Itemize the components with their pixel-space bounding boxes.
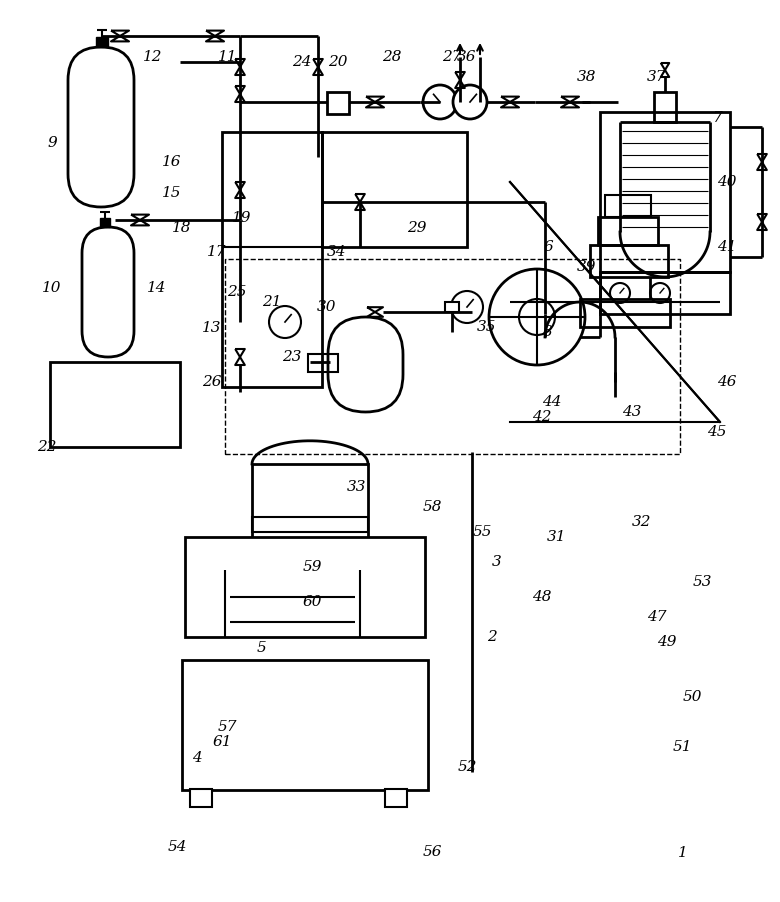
Text: 36: 36 (457, 50, 477, 64)
Bar (598, 217, 658, 245)
FancyBboxPatch shape (328, 317, 403, 412)
Text: 4: 4 (192, 751, 202, 765)
Text: 44: 44 (542, 395, 562, 409)
Text: 13: 13 (202, 321, 222, 335)
Text: 30: 30 (317, 300, 337, 314)
Text: 46: 46 (718, 375, 737, 389)
Bar (580, 299, 670, 327)
Bar (190, 789, 212, 807)
Bar (222, 132, 322, 387)
Text: 57: 57 (218, 720, 237, 734)
Bar (100, 218, 110, 227)
Bar (308, 354, 338, 372)
Text: 52: 52 (457, 760, 477, 774)
Text: 51: 51 (672, 740, 692, 754)
Text: 39: 39 (577, 260, 597, 274)
Text: 49: 49 (658, 635, 677, 649)
Bar (605, 195, 651, 217)
Bar (185, 537, 425, 637)
Text: 23: 23 (282, 350, 302, 364)
Text: 40: 40 (718, 175, 737, 189)
Text: 29: 29 (407, 221, 427, 235)
Text: 3: 3 (492, 555, 502, 569)
Text: 5: 5 (257, 641, 267, 655)
FancyBboxPatch shape (68, 47, 134, 207)
Text: 37: 37 (647, 70, 667, 84)
Bar (590, 245, 668, 277)
Text: 14: 14 (147, 281, 167, 295)
Text: 61: 61 (212, 735, 232, 749)
Text: 22: 22 (37, 440, 57, 454)
Bar (600, 112, 730, 272)
Text: 33: 33 (347, 480, 367, 494)
Text: 6: 6 (543, 240, 553, 254)
Bar (50, 362, 180, 447)
Circle shape (423, 85, 457, 119)
Bar (327, 92, 349, 114)
Circle shape (269, 306, 301, 338)
Text: 7: 7 (712, 111, 722, 125)
Bar (322, 132, 467, 247)
Bar (252, 517, 368, 532)
Text: 18: 18 (172, 221, 192, 235)
Text: 59: 59 (303, 560, 321, 574)
Bar (600, 272, 730, 314)
Text: 20: 20 (328, 55, 348, 69)
Text: 28: 28 (382, 50, 402, 64)
Text: 50: 50 (682, 690, 702, 704)
Text: 27: 27 (442, 50, 462, 64)
Text: 31: 31 (548, 530, 567, 544)
Circle shape (451, 291, 483, 323)
Text: 17: 17 (207, 245, 227, 259)
Text: 12: 12 (144, 50, 163, 64)
Text: 43: 43 (622, 405, 642, 419)
Text: 41: 41 (718, 240, 737, 254)
Text: 35: 35 (477, 320, 497, 334)
Text: 48: 48 (532, 590, 551, 604)
Text: 42: 42 (532, 410, 551, 424)
Text: 2: 2 (488, 630, 497, 644)
Bar (252, 464, 368, 570)
Text: 9: 9 (47, 136, 57, 150)
Text: 55: 55 (472, 525, 491, 539)
Text: 1: 1 (678, 846, 688, 860)
Text: 26: 26 (202, 375, 222, 389)
Circle shape (453, 85, 487, 119)
Text: 10: 10 (42, 281, 62, 295)
Text: 56: 56 (422, 845, 441, 859)
Text: 11: 11 (218, 50, 238, 64)
Bar (385, 789, 407, 807)
Bar (96, 37, 108, 47)
Bar (225, 259, 680, 454)
Text: 34: 34 (328, 245, 347, 259)
Text: 8: 8 (543, 325, 553, 339)
Text: 45: 45 (707, 425, 727, 439)
Text: 15: 15 (162, 186, 182, 200)
Text: 24: 24 (292, 55, 312, 69)
Bar (654, 92, 676, 122)
Text: 25: 25 (227, 285, 246, 299)
Text: 53: 53 (693, 575, 711, 589)
Text: 38: 38 (577, 70, 597, 84)
Bar (182, 660, 428, 790)
Text: 21: 21 (262, 295, 282, 309)
Text: 60: 60 (303, 595, 321, 609)
Text: 19: 19 (232, 211, 252, 225)
FancyBboxPatch shape (82, 227, 134, 357)
Circle shape (610, 283, 630, 303)
Text: 47: 47 (647, 610, 667, 624)
Circle shape (650, 283, 670, 303)
Text: 16: 16 (162, 155, 182, 169)
Text: 58: 58 (422, 500, 441, 514)
Bar (445, 302, 459, 312)
Text: 54: 54 (167, 840, 186, 854)
Text: 32: 32 (633, 515, 652, 529)
